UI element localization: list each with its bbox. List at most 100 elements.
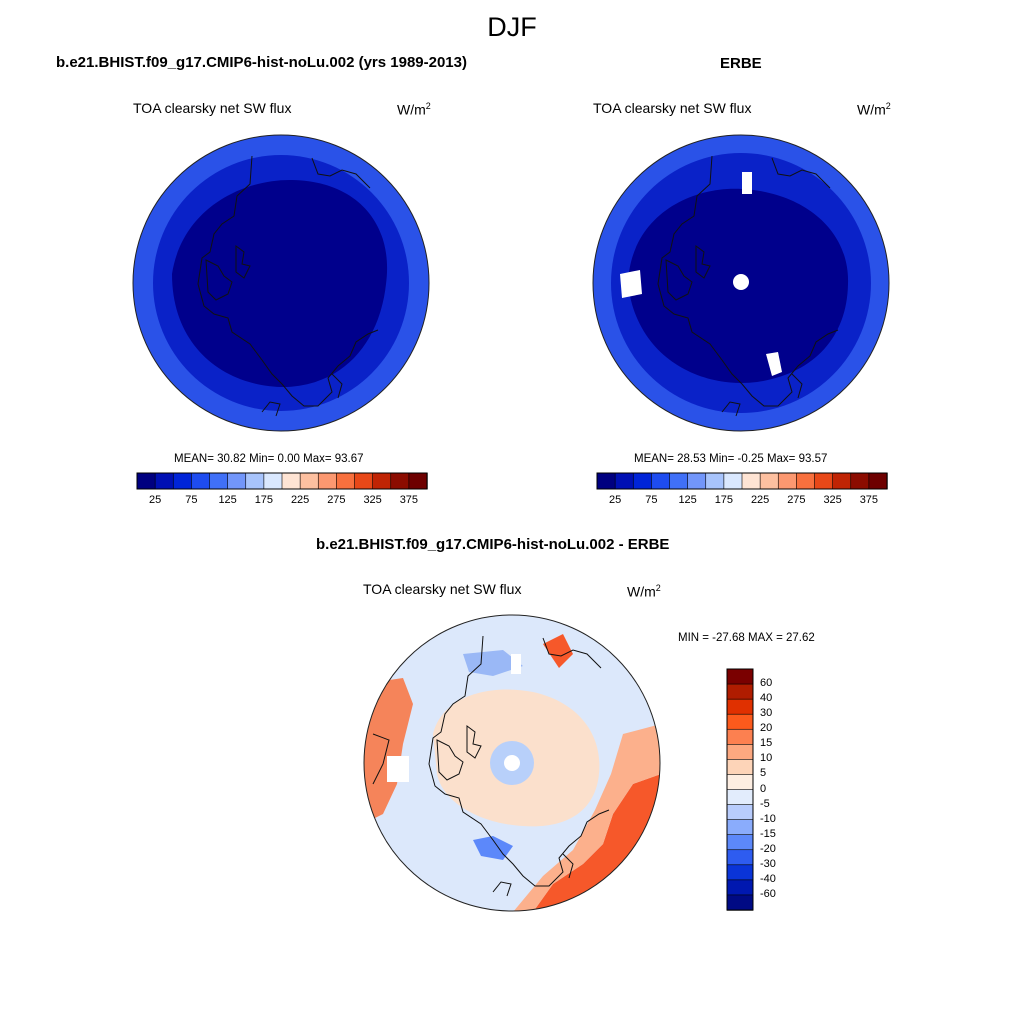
obs-colorbar-swatch bbox=[705, 472, 725, 490]
model-colorbar-tick-label: 375 bbox=[399, 494, 419, 506]
model-colorbar-tick-label: 325 bbox=[363, 494, 382, 506]
diff-map-cool-north bbox=[463, 650, 523, 676]
obs-colorbar-swatch bbox=[832, 472, 852, 490]
diff-colorbar-tick-label: -5 bbox=[760, 797, 770, 810]
diff-colorbar-swatch bbox=[726, 804, 754, 821]
obs-colorbar-tick-label: 125 bbox=[678, 494, 697, 506]
obs-colorbar-swatch bbox=[777, 472, 798, 490]
model-colorbar-tick-label: 125 bbox=[218, 494, 237, 506]
obs-stats: MEAN= 28.53 Min= -0.25 Max= 93.57 bbox=[634, 453, 828, 465]
diff-colorbar-swatch bbox=[726, 894, 754, 911]
diff-colorbar-tick-label: -15 bbox=[760, 827, 776, 840]
diff-colorbar-tick-label: 0 bbox=[760, 782, 767, 795]
obs-colorbar-swatch bbox=[614, 472, 634, 490]
obs-colorbar-swatch bbox=[850, 472, 870, 490]
obs-units-label: W/m2 bbox=[857, 101, 891, 118]
diff-colorbar-swatch bbox=[726, 713, 754, 730]
model-stats: MEAN= 30.82 Min= 0.00 Max= 93.67 bbox=[174, 453, 364, 465]
season-title: DJF bbox=[487, 12, 537, 42]
obs-polar-map bbox=[592, 134, 890, 432]
model-colorbar-swatch bbox=[245, 472, 265, 490]
diff-colorbar-swatch bbox=[726, 744, 754, 761]
model-colorbar bbox=[136, 472, 428, 490]
diff-colorbar-swatch bbox=[726, 698, 754, 715]
diff-colorbar-tick-label: -30 bbox=[760, 857, 776, 870]
model-colorbar-swatch bbox=[372, 472, 392, 490]
obs-colorbar-tick-label: 75 bbox=[645, 494, 658, 506]
model-colorbar-tick-label: 25 bbox=[149, 494, 162, 506]
diff-colorbar-swatch bbox=[726, 819, 754, 836]
model-colorbar-swatch bbox=[336, 472, 356, 490]
model-colorbar-swatch bbox=[354, 472, 374, 490]
model-colorbar-swatch bbox=[281, 472, 301, 490]
diff-colorbar-swatch bbox=[726, 879, 754, 896]
obs-missing-data bbox=[620, 172, 782, 376]
diff-colorbar-swatch bbox=[726, 849, 754, 866]
diff-colorbar-tick-label: -60 bbox=[760, 887, 776, 900]
diff-panel-title: b.e21.BHIST.f09_g17.CMIP6-hist-noLu.002 … bbox=[316, 536, 670, 553]
diff-colorbar-tick-label: -10 bbox=[760, 812, 776, 825]
diff-colorbar-tick-label: 30 bbox=[760, 707, 773, 720]
obs-colorbar-swatch bbox=[669, 472, 689, 490]
obs-coastlines bbox=[657, 155, 839, 417]
diff-colorbar-swatch bbox=[726, 774, 754, 791]
model-colorbar-swatch bbox=[390, 472, 410, 490]
diff-colorbar-tick-label: 20 bbox=[760, 722, 773, 735]
diff-map-hot-north bbox=[543, 634, 573, 668]
diff-map-warm-east bbox=[513, 724, 660, 911]
model-map-fill-inner bbox=[172, 179, 388, 388]
diff-colorbar-tick-label: 5 bbox=[760, 767, 767, 780]
diff-colorbar-tick-label: 15 bbox=[760, 737, 773, 750]
diff-stats: MIN = -27.68 MAX = 27.62 bbox=[678, 632, 815, 644]
diff-missing-north bbox=[511, 654, 521, 674]
model-colorbar-swatch bbox=[172, 472, 193, 490]
diff-units-label: W/m2 bbox=[627, 583, 661, 600]
diff-colorbar bbox=[726, 668, 754, 911]
model-variable-label: TOA clearsky net SW flux bbox=[133, 100, 292, 116]
model-colorbar-swatch bbox=[408, 472, 428, 490]
diff-colorbar-tick-label: 60 bbox=[760, 677, 773, 690]
model-units-label: W/m2 bbox=[397, 101, 431, 118]
model-colorbar-swatch bbox=[263, 472, 283, 490]
obs-colorbar-swatch bbox=[814, 472, 834, 490]
diff-colorbar-tick-label: -40 bbox=[760, 872, 776, 885]
model-colorbar-swatch bbox=[209, 472, 229, 490]
diff-colorbar-tick-label: 40 bbox=[760, 692, 773, 705]
model-polar-map bbox=[132, 134, 430, 432]
model-colorbar-swatch bbox=[227, 472, 247, 490]
obs-colorbar-tick-label: 275 bbox=[787, 494, 806, 506]
model-colorbar-swatch bbox=[154, 472, 174, 490]
diff-colorbar-tick-label: 10 bbox=[760, 752, 773, 765]
diff-colorbar-swatch bbox=[726, 668, 754, 685]
diff-missing-west bbox=[387, 756, 409, 782]
diff-coastlines bbox=[372, 635, 610, 897]
model-colorbar-swatch bbox=[136, 472, 156, 490]
obs-colorbar bbox=[596, 472, 888, 490]
diff-colorbar-swatch bbox=[726, 864, 754, 881]
obs-colorbar-tick-label: 225 bbox=[750, 494, 770, 506]
obs-colorbar-swatch bbox=[868, 472, 888, 490]
obs-variable-label: TOA clearsky net SW flux bbox=[593, 100, 752, 116]
model-panel-title: b.e21.BHIST.f09_g17.CMIP6-hist-noLu.002 … bbox=[56, 54, 467, 71]
model-colorbar-tick-label: 75 bbox=[185, 494, 198, 506]
obs-colorbar-swatch bbox=[759, 472, 779, 490]
diff-map-hot-west bbox=[364, 678, 413, 824]
obs-colorbar-swatch bbox=[632, 472, 653, 490]
diff-colorbar-swatch bbox=[726, 759, 754, 776]
obs-colorbar-tick-label: 25 bbox=[609, 494, 622, 506]
diff-colorbar-swatch bbox=[726, 683, 754, 700]
diff-colorbar-swatch bbox=[726, 728, 754, 746]
diff-colorbar-swatch bbox=[726, 789, 754, 806]
model-coastlines bbox=[197, 155, 379, 417]
obs-colorbar-swatch bbox=[796, 472, 816, 490]
diff-variable-label: TOA clearsky net SW flux bbox=[363, 581, 522, 597]
obs-colorbar-swatch bbox=[651, 472, 671, 490]
diff-map-center-hole bbox=[504, 755, 520, 771]
obs-colorbar-tick-label: 375 bbox=[859, 494, 879, 506]
obs-colorbar-swatch bbox=[596, 472, 616, 490]
model-colorbar-swatch bbox=[317, 472, 338, 490]
obs-panel-title: ERBE bbox=[720, 55, 762, 72]
obs-colorbar-tick-label: 325 bbox=[823, 494, 842, 506]
model-colorbar-tick-label: 275 bbox=[327, 494, 346, 506]
obs-colorbar-swatch bbox=[723, 472, 743, 490]
